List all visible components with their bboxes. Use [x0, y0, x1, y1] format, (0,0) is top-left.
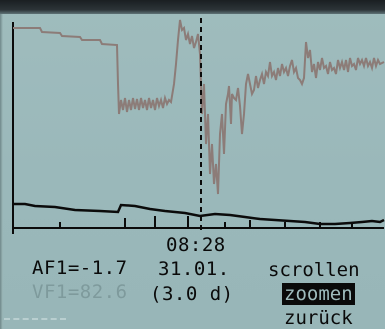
- vf1-value: VF1=82.6: [32, 281, 128, 303]
- screen-edge: [0, 14, 3, 329]
- menu-item-scrollen[interactable]: scrollen: [268, 259, 360, 281]
- x-axis-ticks: [59, 216, 353, 228]
- vf1-trace: [13, 19, 385, 195]
- trend-plot-svg: [12, 18, 385, 234]
- cursor-date: 31.01.: [158, 258, 230, 280]
- trend-plot[interactable]: [0, 14, 385, 234]
- menu-item-zoomen[interactable]: zoomen: [282, 283, 355, 305]
- cursor-time: 08:28: [166, 234, 226, 256]
- menu-item-zurueck[interactable]: zurück: [284, 307, 353, 329]
- af1-trace: [13, 202, 385, 226]
- af1-value: AF1=-1.7: [32, 257, 128, 279]
- time-range: (3.0 d): [150, 283, 234, 305]
- status-indicator: [4, 318, 66, 320]
- screen-bezel: [0, 0, 385, 14]
